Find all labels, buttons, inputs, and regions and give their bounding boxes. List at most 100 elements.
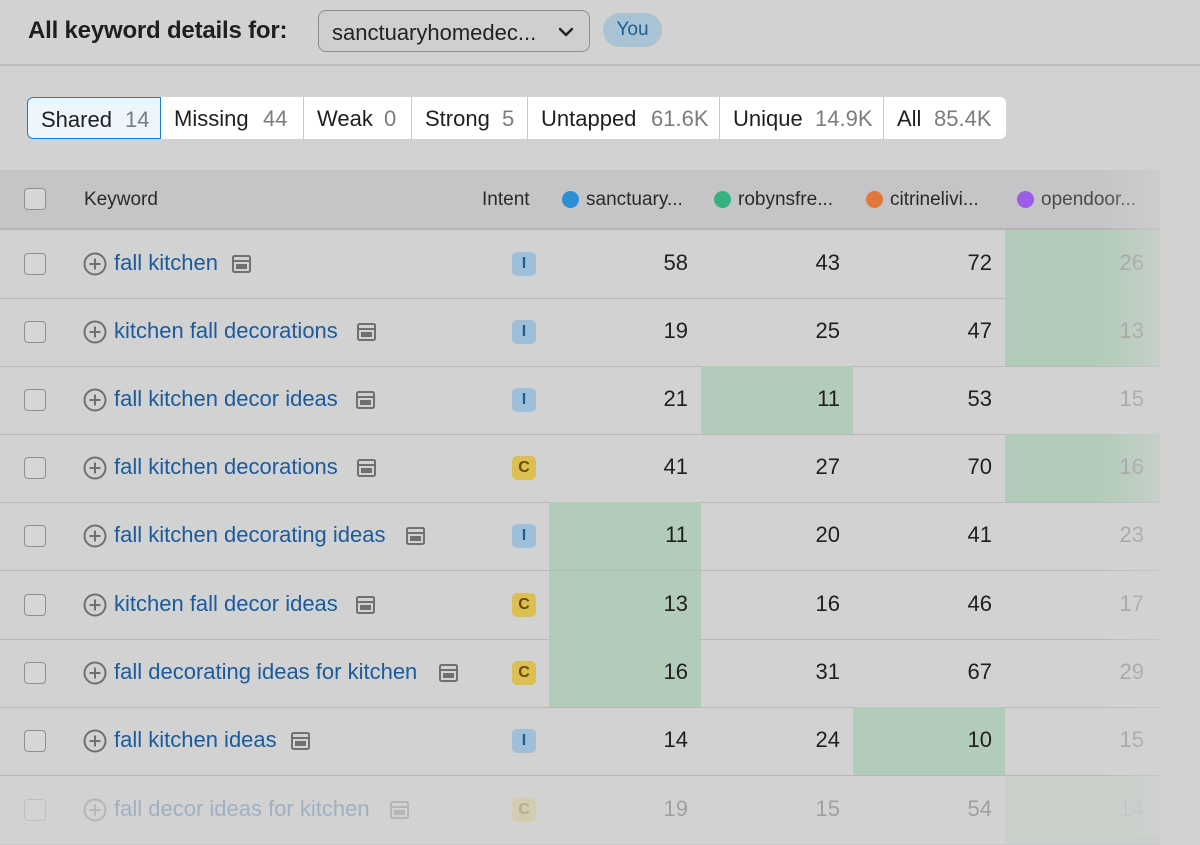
position-value: 15	[1119, 727, 1144, 752]
tab-strong[interactable]: Strong 5	[412, 97, 528, 139]
position-value: 27	[815, 454, 840, 479]
row-checkbox[interactable]	[24, 389, 46, 411]
column-header-keyword[interactable]: Keyword	[84, 189, 158, 210]
row-checkbox[interactable]	[24, 662, 46, 684]
table-row: kitchen fall decorations I 19 25 47 13	[0, 298, 1160, 367]
serp-icon[interactable]	[390, 801, 409, 819]
keyword-link[interactable]: fall kitchen ideas	[114, 727, 277, 752]
position-value: 10	[967, 727, 992, 752]
tab-count: 61.6K	[651, 106, 709, 131]
position-value: 15	[1119, 386, 1144, 411]
position-value: 11	[665, 522, 688, 547]
position-value: 24	[815, 727, 840, 752]
tab-unique[interactable]: Unique 14.9K	[720, 97, 884, 139]
keyword-link[interactable]: kitchen fall decor ideas	[114, 591, 338, 616]
keyword-link[interactable]: kitchen fall decorations	[114, 318, 338, 343]
best-position-highlight	[549, 639, 701, 707]
add-to-list-icon[interactable]	[83, 252, 107, 276]
position-value: 31	[815, 659, 840, 684]
column-header-domain-2[interactable]: robynsfre...	[738, 189, 834, 210]
keyword-filter-tabs: Shared 14 Missing 44 Weak 0 Strong 5 Unt…	[27, 97, 1006, 139]
serp-icon[interactable]	[357, 459, 376, 477]
best-position-highlight	[853, 707, 1005, 775]
position-value: 47	[967, 318, 992, 343]
position-value: 16	[663, 659, 688, 684]
table-row: fall kitchen decorations C 41 27 70 16	[0, 434, 1160, 503]
tab-label: Shared	[41, 107, 112, 132]
row-checkbox[interactable]	[24, 253, 46, 275]
intent-badge: I	[512, 524, 536, 548]
row-checkbox[interactable]	[24, 594, 46, 616]
select-all-checkbox[interactable]	[24, 188, 46, 210]
add-to-list-icon[interactable]	[83, 524, 107, 548]
position-value: 29	[1119, 659, 1144, 684]
serp-icon[interactable]	[356, 391, 375, 409]
tab-all[interactable]: All 85.4K	[884, 97, 1006, 139]
tab-untapped[interactable]: Untapped 61.6K	[528, 97, 720, 139]
table-row: fall kitchen decor ideas I 21 11 53 15	[0, 366, 1160, 435]
position-value: 14	[663, 727, 688, 752]
table-row: fall kitchen ideas I 14 24 10 15	[0, 707, 1160, 776]
add-to-list-icon[interactable]	[83, 320, 107, 344]
add-to-list-icon[interactable]	[83, 388, 107, 412]
serp-icon[interactable]	[439, 664, 458, 682]
table-row: fall decorating ideas for kitchen C 16 3…	[0, 639, 1160, 708]
position-value: 46	[967, 591, 992, 616]
row-checkbox[interactable]	[24, 799, 46, 821]
keyword-link[interactable]: fall kitchen decorations	[114, 454, 338, 479]
keyword-link[interactable]: fall decorating ideas for kitchen	[114, 659, 418, 684]
tab-count: 5	[502, 106, 515, 131]
serp-icon[interactable]	[291, 732, 310, 750]
intent-badge: I	[512, 388, 536, 412]
serp-icon[interactable]	[406, 527, 425, 545]
chevron-down-icon	[558, 27, 574, 37]
best-position-highlight	[701, 366, 853, 434]
position-value: 23	[1119, 522, 1144, 547]
position-value: 41	[663, 454, 688, 479]
best-position-highlight	[549, 502, 701, 570]
table-row: fall decor ideas for kitchen C 19 15 54 …	[0, 776, 1160, 845]
add-to-list-icon[interactable]	[83, 661, 107, 685]
table-row: kitchen fall decor ideas C 13 16 46 17	[0, 571, 1160, 640]
column-header-domain-4[interactable]: opendoor...	[1041, 189, 1137, 210]
tab-weak[interactable]: Weak 0	[304, 97, 412, 139]
add-to-list-icon[interactable]	[83, 729, 107, 753]
position-value: 53	[967, 386, 992, 411]
tab-label: Missing	[174, 106, 249, 131]
tab-count: 85.4K	[934, 106, 992, 131]
intent-badge: I	[512, 252, 536, 276]
serp-icon[interactable]	[356, 596, 375, 614]
keyword-link[interactable]: fall kitchen decorating ideas	[114, 522, 386, 547]
keyword-link[interactable]: fall kitchen	[114, 250, 218, 275]
position-value: 67	[967, 659, 992, 684]
tab-shared[interactable]: Shared 14	[27, 97, 161, 139]
domain-select[interactable]: sanctuaryhomedec...	[318, 10, 590, 52]
position-value: 16	[815, 591, 840, 616]
tab-label: Weak	[317, 106, 373, 131]
serp-icon[interactable]	[357, 323, 376, 341]
position-value: 17	[1119, 591, 1144, 616]
you-badge: You	[603, 13, 662, 47]
column-header-domain-3[interactable]: citrinelivi...	[890, 189, 979, 210]
add-to-list-icon[interactable]	[83, 593, 107, 617]
table-header: Keyword Intent sanctuary... robynsfre...…	[0, 170, 1160, 230]
column-header-intent[interactable]: Intent	[482, 189, 530, 210]
position-value: 43	[815, 250, 840, 275]
row-checkbox[interactable]	[24, 457, 46, 479]
position-value: 14	[1119, 796, 1144, 821]
serp-icon[interactable]	[232, 255, 251, 273]
add-to-list-icon[interactable]	[83, 798, 107, 822]
row-checkbox[interactable]	[24, 321, 46, 343]
tab-label: Unique	[733, 106, 803, 131]
keyword-link[interactable]: fall decor ideas for kitchen	[114, 796, 370, 821]
position-value: 72	[967, 250, 992, 275]
position-value: 19	[663, 796, 688, 821]
keyword-link[interactable]: fall kitchen decor ideas	[114, 386, 338, 411]
row-checkbox[interactable]	[24, 525, 46, 547]
tab-missing[interactable]: Missing 44	[161, 97, 304, 139]
best-position-highlight	[549, 571, 701, 639]
row-checkbox[interactable]	[24, 730, 46, 752]
position-value: 58	[663, 250, 688, 275]
column-header-domain-1[interactable]: sanctuary...	[586, 189, 683, 210]
add-to-list-icon[interactable]	[83, 456, 107, 480]
